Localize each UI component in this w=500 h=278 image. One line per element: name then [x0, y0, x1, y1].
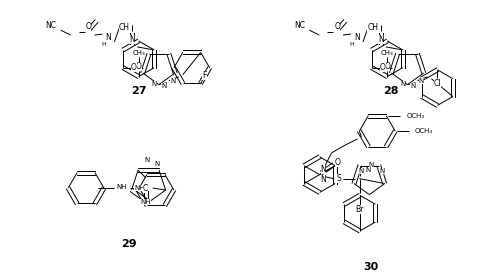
Text: CH₃: CH₃ [132, 50, 145, 56]
Text: N: N [365, 167, 370, 173]
Text: 28: 28 [384, 86, 399, 96]
Text: O: O [384, 62, 390, 71]
Text: N: N [170, 78, 175, 84]
Text: 30: 30 [364, 262, 379, 272]
Text: H: H [101, 43, 106, 48]
Text: N: N [152, 81, 156, 86]
Text: NC: NC [294, 21, 305, 30]
Text: Br: Br [356, 205, 364, 214]
Text: S: S [336, 174, 341, 183]
Text: N: N [354, 33, 360, 41]
Text: N: N [162, 83, 166, 88]
Text: N: N [410, 83, 415, 88]
Text: NH: NH [134, 185, 144, 191]
Text: CH: CH [119, 23, 130, 32]
Text: O: O [136, 62, 141, 71]
Text: NH: NH [116, 184, 127, 190]
Text: N: N [320, 175, 326, 184]
Text: CH₃: CH₃ [381, 50, 394, 56]
Text: Cl: Cl [434, 79, 441, 88]
Text: N: N [144, 157, 149, 163]
Text: N: N [106, 33, 112, 41]
Text: N: N [368, 162, 374, 168]
Text: CH: CH [368, 23, 378, 32]
Text: C: C [143, 183, 148, 193]
Text: N: N [154, 161, 159, 167]
Text: N: N [419, 78, 424, 84]
Text: 29: 29 [121, 239, 136, 249]
Text: 27: 27 [131, 86, 146, 96]
Text: F: F [202, 71, 207, 80]
Text: N: N [378, 36, 384, 44]
Text: OCH₃: OCH₃ [406, 113, 424, 119]
Text: N: N [320, 165, 326, 174]
Text: N: N [400, 81, 405, 86]
Text: O: O [86, 22, 91, 31]
Text: NC: NC [45, 21, 56, 30]
Text: O: O [380, 63, 386, 72]
Text: N: N [380, 168, 385, 174]
Text: OCH₃: OCH₃ [415, 128, 433, 134]
Text: N: N [359, 168, 364, 174]
Text: H: H [350, 43, 354, 48]
Text: O: O [334, 158, 340, 167]
Text: N: N [130, 36, 135, 44]
Text: O: O [131, 63, 137, 72]
Text: NH: NH [140, 199, 151, 205]
Text: O: O [334, 22, 340, 31]
